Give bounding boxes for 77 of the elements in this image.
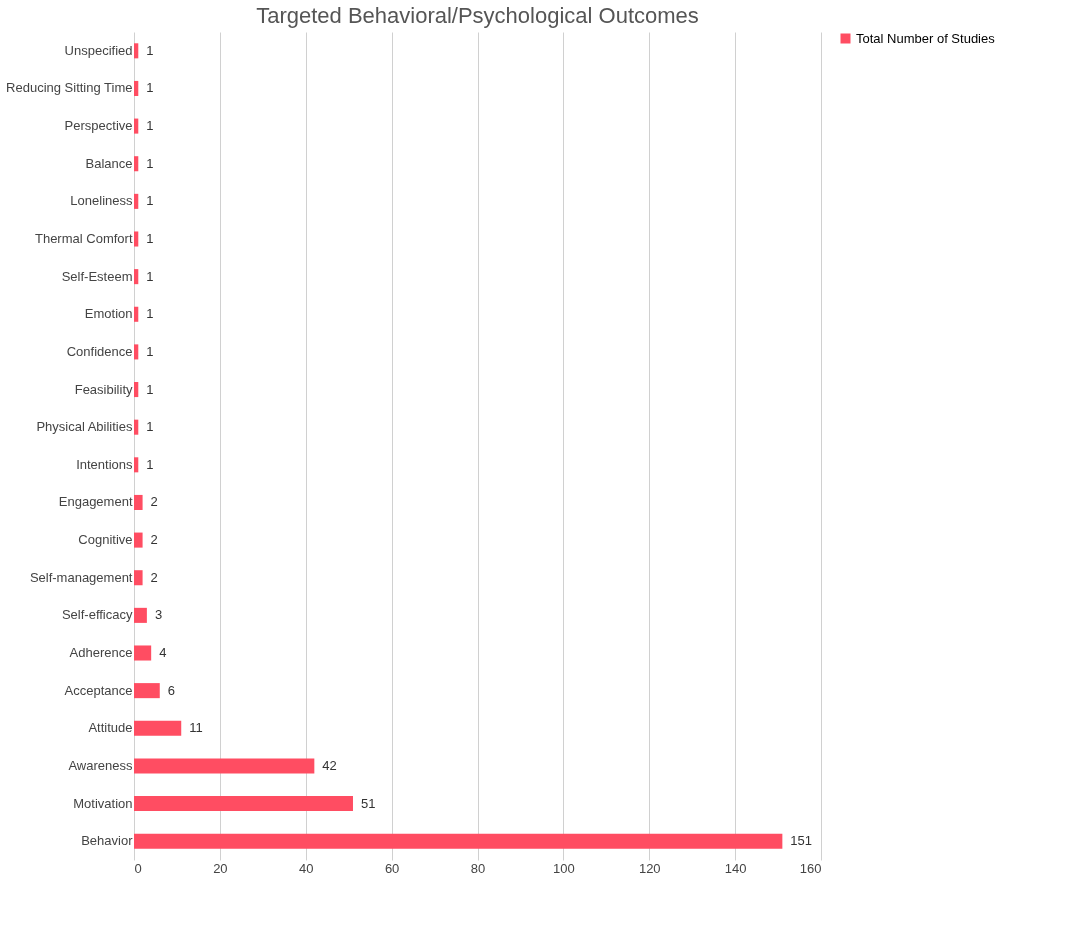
y-tick-label: Confidence [66, 343, 133, 359]
data-label: 151 [790, 833, 813, 849]
data-label: 51 [360, 795, 376, 811]
bar [134, 80, 139, 96]
bar [134, 269, 139, 285]
y-tick-label: Adherence [69, 645, 133, 660]
y-tick-label: Loneliness [70, 193, 133, 209]
data-label: 6 [167, 682, 175, 698]
y-tick-label: Attitude [88, 720, 133, 736]
y-tick-label: Self-efficacy [61, 607, 133, 623]
bar [134, 344, 139, 360]
y-tick-label: Self-Esteem [61, 268, 133, 284]
y-tick-label: Thermal Comfort [34, 231, 133, 246]
bar [134, 796, 353, 812]
y-tick-label: Physical Abilities [36, 419, 133, 435]
data-label: 1 [146, 80, 154, 96]
data-label: 42 [322, 757, 337, 773]
y-tick-label: Behavior [81, 833, 134, 849]
y-tick-label: Motivation [73, 795, 133, 811]
bar [134, 532, 143, 548]
data-label: 1 [146, 343, 154, 359]
data-label: 1 [146, 456, 154, 472]
x-tick-label: 120 [638, 860, 661, 876]
bar [134, 457, 139, 473]
bar [134, 570, 143, 586]
data-label: 1 [146, 118, 154, 134]
data-label: 1 [146, 193, 154, 209]
data-label: 1 [146, 419, 154, 435]
data-label: 1 [146, 381, 154, 397]
data-label: 3 [154, 607, 163, 623]
y-tick-label: Unspecified [64, 42, 133, 58]
y-tick-label: Acceptance [64, 682, 133, 698]
y-tick-label: Awareness [68, 757, 133, 773]
bar [134, 419, 139, 435]
legend-label: Total Number of Studies [856, 30, 996, 46]
data-label: 1 [146, 231, 154, 246]
x-tick-label: 40 [299, 860, 314, 876]
x-tick-label: 160 [799, 860, 822, 876]
bar [134, 494, 143, 510]
data-label: 2 [150, 532, 158, 548]
data-label: 1 [146, 268, 154, 284]
y-tick-label: Cognitive [78, 532, 133, 548]
bar [134, 833, 783, 849]
bar [134, 43, 139, 59]
x-tick-label: 140 [724, 860, 747, 876]
bar [134, 118, 139, 134]
y-tick-label: Feasibility [74, 381, 133, 397]
bar [134, 758, 315, 774]
bar [134, 306, 139, 322]
bar [134, 193, 139, 209]
y-tick-label: Reducing Sitting Time [6, 80, 133, 96]
data-label: 11 [189, 720, 203, 736]
x-tick-label: 60 [384, 860, 400, 876]
y-tick-label: Self-management [29, 569, 133, 585]
bar [134, 156, 139, 172]
y-tick-label: Intentions [76, 456, 133, 472]
bar [134, 683, 160, 699]
chart-title: Targeted Behavioral/Psychological Outcomes [256, 3, 699, 28]
data-label: 1 [146, 306, 154, 322]
x-tick-label: 20 [213, 860, 228, 876]
bar [134, 607, 147, 623]
bar [134, 645, 152, 661]
data-label: 1 [146, 155, 154, 171]
y-tick-label: Balance [85, 155, 133, 171]
bar [134, 382, 139, 398]
data-label: 2 [150, 494, 158, 510]
data-label: 4 [159, 645, 167, 660]
data-label: 1 [146, 42, 154, 58]
bar [134, 720, 182, 736]
bar [134, 231, 139, 247]
x-tick-label: 80 [470, 860, 486, 876]
y-tick-label: Engagement [58, 494, 133, 510]
y-tick-label: Perspective [64, 118, 133, 134]
y-tick-label: Emotion [84, 306, 133, 322]
x-tick-label: 100 [553, 860, 575, 876]
data-label: 2 [150, 569, 158, 585]
x-tick-label: 0 [134, 860, 142, 876]
